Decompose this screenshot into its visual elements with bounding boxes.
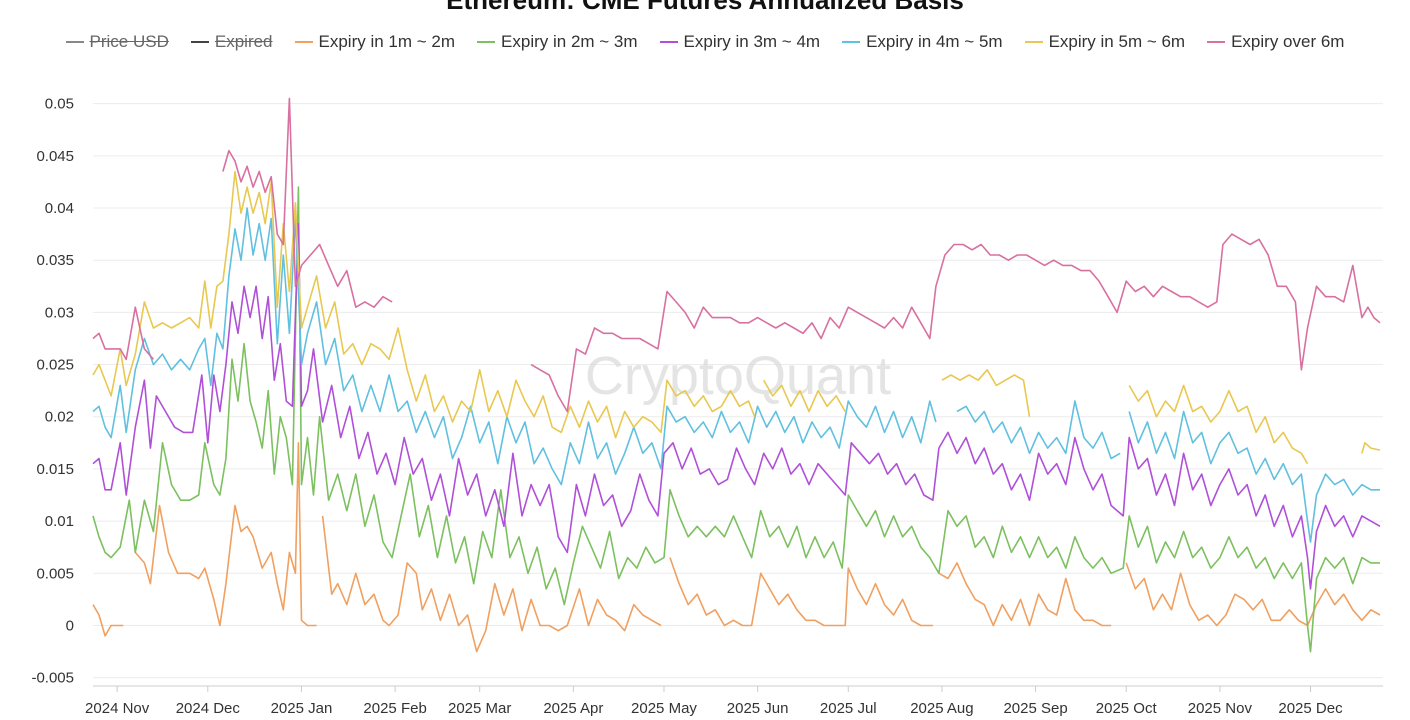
legend-swatch bbox=[1024, 41, 1043, 43]
legend-item-expiry-in-4m-5m[interactable]: Expiry in 4m ~ 5m bbox=[842, 32, 1003, 52]
legend-swatch bbox=[294, 41, 313, 43]
legend-item-expiry-over-6m[interactable]: Expiry over 6m bbox=[1207, 32, 1344, 52]
legend-label: Expiry over 6m bbox=[1231, 32, 1345, 51]
x-tick-label: 2025 Jun bbox=[727, 700, 789, 717]
watermark: CryptoQuant bbox=[585, 346, 891, 406]
legend-label: Expiry in 3m ~ 4m bbox=[683, 32, 821, 51]
y-tick-label: 0.05 bbox=[45, 96, 74, 113]
legend-label: Expiry in 4m ~ 5m bbox=[866, 32, 1003, 51]
legend: Price USD Expired Expiry in 1m ~ 2m Expiry … bbox=[0, 32, 1410, 52]
legend-swatch bbox=[1207, 41, 1226, 43]
legend-label: Expiry in 5m ~ 6m bbox=[1048, 32, 1186, 51]
legend-item-expired[interactable]: Expired bbox=[190, 32, 273, 52]
y-tick-label: 0.025 bbox=[36, 357, 74, 374]
legend-item-price-usd[interactable]: Price USD bbox=[65, 32, 169, 52]
legend-item-expiry-in-2m-3m[interactable]: Expiry in 2m ~ 3m bbox=[477, 32, 638, 52]
x-tick-label: 2025 Sep bbox=[1003, 700, 1067, 717]
axes: -0.005 0 0.005 0.01 0.015 0.02 0.025 0.03 0.035 0… bbox=[31, 96, 1383, 717]
legend-swatch bbox=[65, 41, 84, 43]
x-tick-label: 2024 Nov bbox=[85, 700, 150, 717]
legend-label: Expiry in 1m ~ 2m bbox=[318, 32, 456, 51]
y-tick-label: 0.035 bbox=[36, 252, 74, 269]
legend-item-expiry-in-3m-4m[interactable]: Expiry in 3m ~ 4m bbox=[659, 32, 821, 52]
y-tick-label: 0 bbox=[66, 617, 74, 634]
legend-swatch bbox=[659, 41, 678, 43]
legend-item-expiry-in-1m-2m[interactable]: Expiry in 1m ~ 2m bbox=[294, 32, 456, 52]
series-line-expiry-in-5m-6m bbox=[92, 170, 1381, 465]
y-tick-label: 0.045 bbox=[36, 148, 74, 165]
series-line-expiry-over-6m bbox=[92, 97, 1381, 413]
legend-label: Price USD bbox=[89, 32, 169, 51]
y-tick-label: -0.005 bbox=[31, 670, 74, 687]
y-tick-label: 0.01 bbox=[45, 513, 74, 530]
series-lines bbox=[92, 97, 1381, 653]
x-tick-label: 2025 Apr bbox=[543, 700, 603, 717]
y-tick-label: 0.03 bbox=[45, 304, 74, 321]
x-tick-label: 2025 Mar bbox=[448, 700, 511, 717]
x-tick-label: 2025 Jan bbox=[271, 700, 333, 717]
gridlines bbox=[93, 103, 1383, 679]
y-tick-label: 0.04 bbox=[45, 200, 74, 217]
x-tick-label: 2025 May bbox=[631, 700, 697, 717]
legend-swatch bbox=[190, 41, 209, 43]
x-tick-label: 2025 Jul bbox=[820, 700, 877, 717]
x-tick-label: 2025 Feb bbox=[363, 700, 426, 717]
x-tick-label: 2025 Nov bbox=[1188, 700, 1253, 717]
series-line-expiry-in-4m-5m bbox=[92, 207, 1380, 543]
y-tick-label: 0.005 bbox=[36, 565, 74, 582]
y-tick-label: 0.015 bbox=[36, 461, 74, 478]
y-tick-label: 0.02 bbox=[45, 409, 74, 426]
series-line-expiry-in-1m-2m bbox=[92, 442, 1381, 653]
series-line-expiry-in-3m-4m bbox=[92, 222, 1381, 590]
x-tick-label: 2025 Dec bbox=[1278, 700, 1343, 717]
legend-label: Expiry in 2m ~ 3m bbox=[501, 32, 638, 51]
chart-title: Ethereum: CME Futures Annualized Basis bbox=[446, 0, 964, 15]
legend-item-expiry-in-5m-6m[interactable]: Expiry in 5m ~ 6m bbox=[1024, 32, 1186, 52]
legend-swatch bbox=[477, 41, 496, 43]
x-tick-label: 2025 Oct bbox=[1096, 700, 1158, 717]
x-tick-label: 2025 Aug bbox=[910, 700, 973, 717]
series-line-expiry-in-2m-3m bbox=[92, 186, 1380, 653]
x-tick-label: 2024 Dec bbox=[176, 700, 241, 717]
legend-label: Expired bbox=[214, 32, 273, 51]
legend-swatch bbox=[842, 41, 861, 43]
